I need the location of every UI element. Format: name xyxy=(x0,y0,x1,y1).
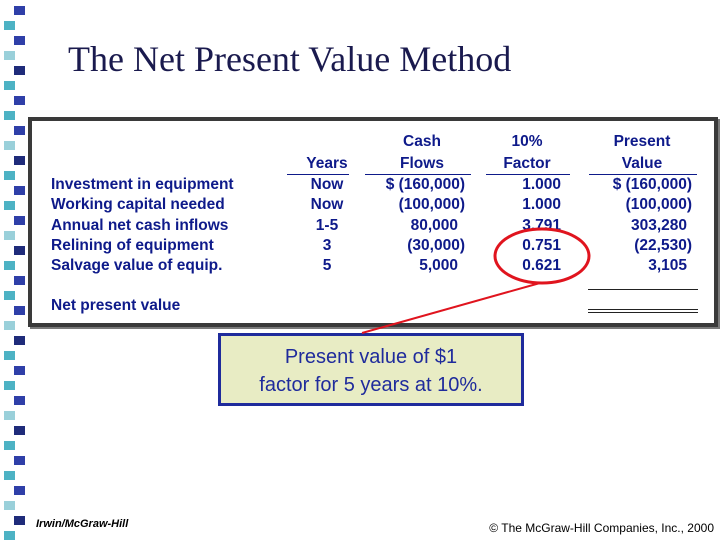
decorative-square xyxy=(14,36,25,45)
footer-copyright: © The McGraw-Hill Companies, Inc., 2000 xyxy=(489,521,714,535)
decorative-square xyxy=(14,456,25,465)
row-label: Working capital needed xyxy=(51,196,225,213)
row-pv: (100,000) xyxy=(625,196,692,213)
row-pv: $ (160,000) xyxy=(612,176,692,193)
decorative-square xyxy=(14,156,25,165)
decorative-square xyxy=(4,441,15,450)
decorative-square xyxy=(4,21,15,30)
row-label: Investment in equipment xyxy=(51,176,234,193)
row-cash: $ (160,000) xyxy=(385,176,465,193)
row-factor: 0.621 xyxy=(522,257,561,274)
header-pv-top: Present xyxy=(613,133,671,150)
subtotal-line xyxy=(588,289,698,290)
row-cash: (100,000) xyxy=(398,196,465,213)
row-years: 3 xyxy=(322,237,332,254)
row-years: 1-5 xyxy=(315,217,339,234)
decorative-square xyxy=(4,141,15,150)
decorative-square xyxy=(14,126,25,135)
callout-line-1: Present value of $1 xyxy=(284,346,458,368)
decorative-square xyxy=(14,396,25,405)
decorative-square xyxy=(14,516,25,525)
decorative-square xyxy=(4,81,15,90)
header-factor-bottom: Factor xyxy=(503,155,551,172)
decorative-square xyxy=(14,426,25,435)
header-cash-bottom: Flows xyxy=(400,155,444,172)
row-label: Salvage value of equip. xyxy=(51,257,223,274)
header-cash-top: Cash xyxy=(403,133,441,150)
header-factor-top: 10% xyxy=(511,133,543,150)
double-underline-bottom xyxy=(588,312,698,313)
decorative-square xyxy=(14,306,25,315)
header-underline-cash xyxy=(365,174,471,175)
decorative-square xyxy=(4,321,15,330)
row-years: Now xyxy=(310,176,344,193)
row-label: Relining of equipment xyxy=(51,237,214,254)
row-pv: (22,530) xyxy=(634,237,692,254)
decorative-square xyxy=(4,171,15,180)
header-underline-pv xyxy=(589,174,697,175)
decorative-square xyxy=(4,261,15,270)
decorative-square xyxy=(14,186,25,195)
decorative-square xyxy=(4,381,15,390)
decorative-square xyxy=(4,471,15,480)
row-pv: 303,280 xyxy=(630,217,687,234)
header-underline-years xyxy=(287,174,349,175)
row-factor: 1.000 xyxy=(522,176,561,193)
decorative-square xyxy=(4,231,15,240)
decorative-square xyxy=(14,66,25,75)
row-cash: 5,000 xyxy=(419,257,458,274)
decorative-square xyxy=(14,366,25,375)
decorative-square xyxy=(14,276,25,285)
left-decorative-strip xyxy=(0,0,32,540)
row-years: Now xyxy=(310,196,344,213)
row-cash: (30,000) xyxy=(407,237,465,254)
decorative-square xyxy=(4,501,15,510)
row-factor: 0.751 xyxy=(522,237,561,254)
npv-table: Years Cash Flows 10% Factor Present Valu… xyxy=(28,117,718,327)
row-pv: 3,105 xyxy=(648,257,687,274)
decorative-square xyxy=(14,486,25,495)
row-years: 5 xyxy=(322,257,332,274)
net-present-value-label: Net present value xyxy=(51,297,181,314)
row-factor: 3.791 xyxy=(522,217,561,234)
callout-line-2: factor for 5 years at 10%. xyxy=(259,374,483,396)
decorative-square xyxy=(4,531,15,540)
header-underline-factor xyxy=(486,174,570,175)
slide-title: The Net Present Value Method xyxy=(68,39,512,79)
footer-publisher: Irwin/McGraw-Hill xyxy=(36,518,129,530)
header-pv-bottom: Value xyxy=(621,155,663,172)
decorative-square xyxy=(14,216,25,225)
callout-box: Present value of $1 factor for 5 years a… xyxy=(218,333,524,406)
decorative-square xyxy=(14,6,25,15)
double-underline-top xyxy=(588,309,698,310)
decorative-square xyxy=(4,51,15,60)
decorative-square xyxy=(4,351,15,360)
row-cash: 80,000 xyxy=(410,217,458,234)
decorative-square xyxy=(14,336,25,345)
header-years: Years xyxy=(306,155,348,172)
decorative-square xyxy=(4,201,15,210)
decorative-square xyxy=(4,291,15,300)
decorative-square xyxy=(14,246,25,255)
row-label: Annual net cash inflows xyxy=(51,217,229,234)
row-factor: 1.000 xyxy=(522,196,561,213)
decorative-square xyxy=(4,111,15,120)
decorative-square xyxy=(14,96,25,105)
decorative-square xyxy=(4,411,15,420)
